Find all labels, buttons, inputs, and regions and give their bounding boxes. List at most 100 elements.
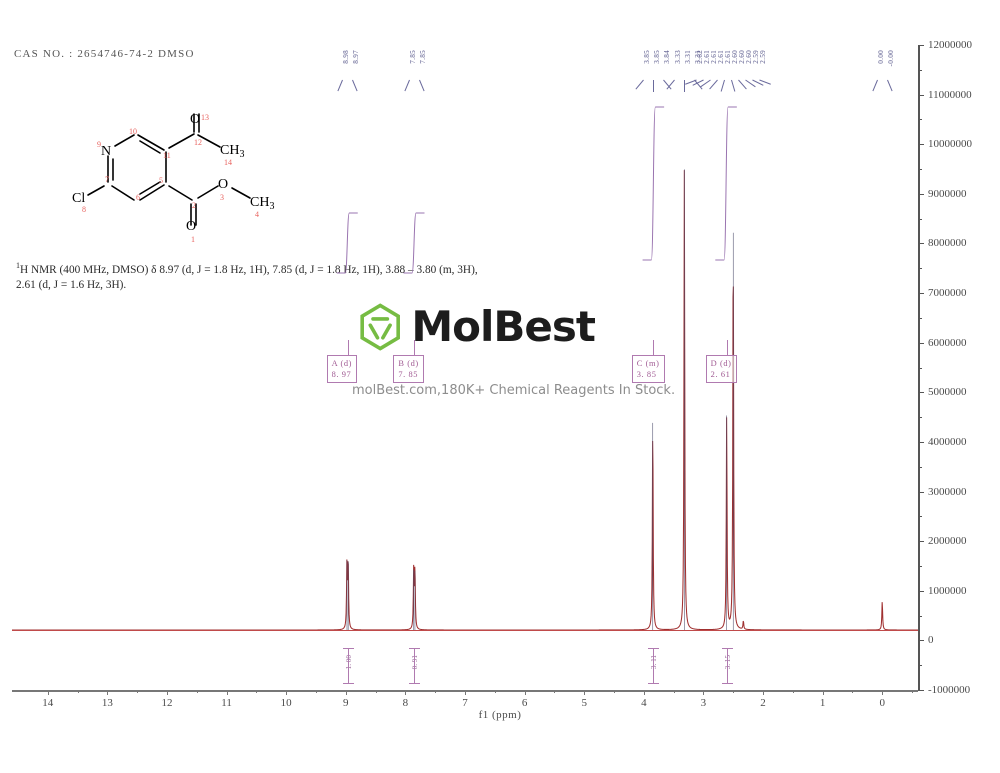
x-axis-minor-tick — [494, 690, 496, 693]
atom-number-4: 4 — [255, 210, 259, 219]
multiplet-label: B (d) — [398, 359, 419, 368]
y-axis-tick — [918, 541, 924, 543]
x-axis-tick — [47, 690, 49, 695]
y-axis-tick — [918, 193, 924, 195]
x-axis-tick — [166, 690, 168, 695]
y-axis-tick — [918, 640, 924, 642]
x-axis-minor-tick — [435, 690, 437, 693]
y-axis-tick — [918, 491, 924, 493]
y-axis-tick — [918, 243, 924, 245]
y-axis-tick-label: 4000000 — [928, 435, 967, 448]
x-axis-tick — [584, 690, 586, 695]
y-axis-minor-tick — [918, 665, 922, 667]
integral-curve — [403, 212, 425, 274]
atom-number-2: 2 — [192, 201, 196, 210]
peak-shift-label: 3.31 — [684, 50, 693, 64]
multiplet-connector — [414, 340, 416, 356]
y-axis-minor-tick — [918, 565, 922, 567]
nmr-text-line2: 2.61 (d, J = 1.6 Hz, 3H). — [16, 278, 127, 291]
x-axis-tick-label: 3 — [700, 697, 707, 709]
multiplet-shift: 2. 61 — [710, 370, 731, 379]
peak-shift-label: 3.84 — [662, 50, 671, 64]
multiplet-shift: 3. 85 — [636, 370, 657, 379]
y-axis-minor-tick — [918, 317, 922, 319]
y-axis-tick — [918, 144, 924, 146]
x-axis-minor-tick — [375, 690, 377, 693]
x-axis-tick — [882, 690, 884, 695]
multiplet-connector — [726, 340, 728, 356]
multiplet-box-d[interactable]: D (d) 2. 61 — [705, 355, 737, 383]
molecular-structure-diagram: N Cl O O O CH3 CH3 9 10 11 12 13 14 5 6 … — [70, 112, 300, 262]
x-axis-tick — [107, 690, 109, 695]
x-axis-tick-label: 14 — [42, 697, 54, 709]
integral-value-label: 0. 91 — [411, 655, 420, 670]
y-axis-tick-label: 8000000 — [928, 237, 967, 250]
y-axis-minor-tick — [918, 69, 922, 71]
y-axis-minor-tick — [918, 367, 922, 369]
y-axis-tick — [918, 392, 924, 394]
y-axis-minor-tick — [918, 268, 922, 270]
atom-number-13: 13 — [201, 113, 209, 122]
x-axis-tick-label: 13 — [101, 697, 113, 709]
atom-number-7: 7 — [105, 175, 109, 184]
y-axis-tick — [918, 590, 924, 592]
nmr-nucleus-superscript: 1 — [16, 261, 20, 270]
peak-shift-label: 3.85 — [642, 50, 651, 64]
atom-number-14: 14 — [224, 158, 232, 167]
peak-shift-label: 0.00 — [877, 50, 886, 64]
y-axis-tick — [918, 342, 924, 344]
x-axis-minor-tick — [256, 690, 258, 693]
atom-label-oxygen-13: O — [190, 112, 200, 127]
atom-number-9: 9 — [97, 140, 101, 149]
peak-shift-label: 7.85 — [419, 50, 428, 64]
atom-label-oxygen-1: O — [186, 219, 196, 234]
atom-number-11: 11 — [163, 151, 171, 160]
multiplet-label: A (d) — [331, 359, 353, 368]
atom-number-1: 1 — [191, 235, 195, 244]
y-axis-minor-tick — [918, 119, 922, 121]
x-axis-minor-tick — [77, 690, 79, 693]
multiplet-box-a[interactable]: A (d) 8. 97 — [326, 355, 358, 383]
x-axis-tick-label: 12 — [161, 697, 173, 709]
x-axis-minor-tick — [614, 690, 615, 693]
integral-value-label: 3. 11 — [649, 655, 658, 670]
x-axis-minor-tick — [554, 690, 556, 693]
y-axis-minor-tick — [918, 169, 922, 171]
x-axis-minor-tick — [315, 690, 317, 693]
molbest-watermark: MolBest — [355, 296, 596, 358]
y-axis-tick — [918, 45, 924, 46]
y-axis-tick-label: 3000000 — [928, 485, 967, 498]
y-axis-tick — [918, 441, 924, 443]
integral-stem — [414, 648, 416, 684]
atom-label-methyl-14: CH3 — [220, 143, 244, 160]
hexagon-logo-icon — [360, 303, 400, 351]
y-axis-tick — [918, 690, 924, 691]
x-axis-minor-tick — [912, 690, 914, 693]
spectrum-baseline — [12, 630, 918, 631]
x-axis-tick-label: 6 — [521, 697, 528, 709]
y-axis-tick-label: -1000000 — [928, 684, 971, 696]
integral-curve — [715, 106, 737, 261]
cas-number-label: CAS NO. : 2654746-74-2 DMSO — [14, 48, 195, 60]
y-axis-tick-label: 6000000 — [928, 336, 967, 349]
peak-shift-label: 8.98 — [342, 50, 351, 64]
x-axis-tick-label: 0 — [879, 697, 885, 709]
x-axis-title: f1 (ppm) — [478, 709, 522, 721]
x-axis-minor-tick — [733, 690, 735, 693]
spectrum-line — [12, 170, 918, 631]
peak-shift-label: 3.85 — [652, 50, 661, 64]
integral-value-label: 1. 00 — [344, 655, 353, 670]
integral-curve — [336, 212, 358, 274]
y-axis-tick-label: 11000000 — [928, 88, 972, 101]
multiplet-shift: 8. 97 — [331, 370, 352, 379]
y-axis-tick-label: 7000000 — [928, 287, 967, 300]
x-axis-tick — [643, 690, 645, 695]
multiplet-box-c[interactable]: C (m) 3. 85 — [631, 355, 665, 383]
y-axis-tick-label: 2000000 — [928, 535, 967, 548]
spectrum-trace — [12, 106, 918, 631]
watermark-brand-text: MolBest — [411, 302, 596, 351]
multiplet-box-b[interactable]: B (d) 7. 85 — [393, 355, 424, 383]
peak-leader-line — [684, 80, 686, 92]
x-axis-tick — [286, 690, 288, 695]
multiplet-label: D (d) — [710, 359, 732, 368]
